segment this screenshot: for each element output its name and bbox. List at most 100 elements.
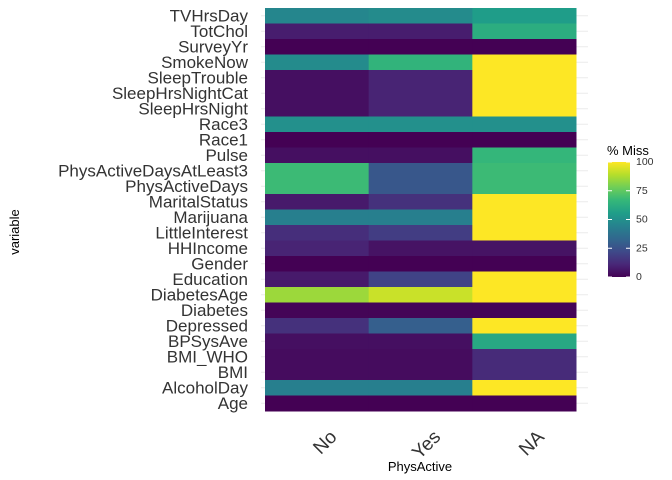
heatmap-cell: [265, 101, 370, 117]
heatmap-cell: [472, 395, 577, 412]
heatmap-cell: [472, 349, 577, 365]
x-axis-tick-labels: No Yes NA: [309, 427, 549, 464]
heatmap-cell: [368, 101, 473, 117]
heatmap-cell: [472, 209, 577, 226]
heatmap-cell: [472, 240, 577, 257]
heatmap-cell: [472, 147, 577, 164]
legend-title: % Miss: [607, 143, 649, 158]
heatmap-cell: [368, 364, 473, 381]
y-tick-label: Diabetes: [181, 301, 248, 320]
heatmap-cell: [265, 349, 370, 365]
heatmap-cell: [265, 163, 370, 179]
heatmap-cells: [265, 8, 577, 412]
heatmap-cell: [368, 380, 473, 396]
heatmap-cell: [265, 8, 370, 24]
heatmap-cell: [472, 54, 577, 71]
y-tick-label: SleepHrsNightCat: [112, 84, 248, 103]
heatmap-cell: [265, 209, 370, 226]
heatmap-cell: [472, 70, 577, 86]
heatmap-cell: [472, 194, 577, 210]
heatmap-cell: [265, 380, 370, 396]
heatmap-cell: [368, 39, 473, 55]
heatmap-cell: [472, 8, 577, 24]
heatmap-cell: [368, 132, 473, 148]
heatmap-cell: [368, 209, 473, 226]
y-axis-tick-labels: TVHrsDayTotCholSurveyYrSmokeNowSleepTrou…: [58, 6, 249, 413]
heatmap-cell: [472, 271, 577, 288]
y-tick-label: Age: [218, 394, 248, 413]
heatmap-cell: [265, 364, 370, 381]
heatmap-cell: [472, 116, 577, 133]
heatmap-cell: [265, 23, 370, 40]
y-tick-label: Depressed: [166, 316, 248, 335]
heatmap-cell: [265, 54, 370, 71]
heatmap-cell: [265, 116, 370, 133]
heatmap-cell: [368, 194, 473, 210]
heatmap-cell: [265, 333, 370, 350]
y-tick-label: LittleInterest: [155, 223, 248, 242]
heatmap-cell: [472, 225, 577, 241]
y-tick-label: TVHrsDay: [170, 6, 249, 25]
heatmap-cell: [265, 70, 370, 86]
heatmap-cell: [265, 132, 370, 148]
y-axis-title: variable: [7, 209, 22, 255]
heatmap-cell: [368, 302, 473, 319]
heatmap-cell: [472, 101, 577, 117]
heatmap-cell: [472, 256, 577, 272]
y-tick-label: BMI: [218, 363, 248, 382]
heatmap-cell: [368, 116, 473, 133]
y-tick-label: PhysActiveDays: [125, 177, 248, 196]
heatmap-cell: [368, 333, 473, 350]
heatmap-cell: [368, 54, 473, 71]
y-tick-label: Pulse: [205, 146, 248, 165]
legend-tick-label: 0: [636, 271, 642, 283]
heatmap-cell: [265, 85, 370, 102]
heatmap-cell: [265, 271, 370, 288]
y-tick-label: SurveyYr: [178, 37, 248, 56]
heatmap-cell: [368, 85, 473, 102]
x-tick-label: No: [309, 427, 341, 459]
heatmap-cell: [368, 256, 473, 272]
heatmap-cell: [368, 240, 473, 257]
heatmap-cell: [472, 178, 577, 195]
heatmap-cell: [368, 349, 473, 365]
heatmap-cell: [472, 85, 577, 102]
y-tick-label: SleepHrsNight: [138, 99, 248, 118]
heatmap-cell: [472, 380, 577, 396]
heatmap-cell: [472, 132, 577, 148]
heatmap-cell: [472, 302, 577, 319]
heatmap-cell: [265, 39, 370, 55]
heatmap-cell: [368, 163, 473, 179]
y-tick-label: DiabetesAge: [151, 285, 248, 304]
legend-tick-label: 75: [636, 185, 648, 197]
heatmap-cell: [472, 287, 577, 303]
heatmap-cell: [265, 302, 370, 319]
heatmap-cell: [368, 8, 473, 24]
color-legend: % Miss 0 25 50 75 100: [607, 143, 654, 283]
heatmap-cell: [265, 287, 370, 303]
heatmap-cell: [265, 178, 370, 195]
y-tick-label: Gender: [191, 254, 248, 273]
y-tick-label: SleepTrouble: [148, 68, 249, 87]
heatmap-cell: [368, 178, 473, 195]
heatmap-cell: [472, 23, 577, 40]
x-axis-title: PhysActive: [388, 459, 452, 474]
heatmap-cell: [265, 147, 370, 164]
y-tick-label: SmokeNow: [161, 53, 249, 72]
heatmap-cell: [472, 318, 577, 334]
heatmap-cell: [265, 240, 370, 257]
y-tick-label: TotChol: [190, 22, 248, 41]
heatmap-cell: [265, 256, 370, 272]
heatmap-cell: [265, 194, 370, 210]
heatmap-cell: [368, 225, 473, 241]
x-tick-label: Yes: [408, 427, 445, 464]
x-tick-label: NA: [515, 427, 549, 461]
y-tick-label: BPSysAve: [168, 332, 248, 351]
y-tick-label: MaritalStatus: [149, 192, 248, 211]
y-tick-label: Education: [172, 270, 248, 289]
heatmap-cell: [368, 70, 473, 86]
heatmap-cell: [265, 395, 370, 412]
heatmap-cell: [368, 271, 473, 288]
